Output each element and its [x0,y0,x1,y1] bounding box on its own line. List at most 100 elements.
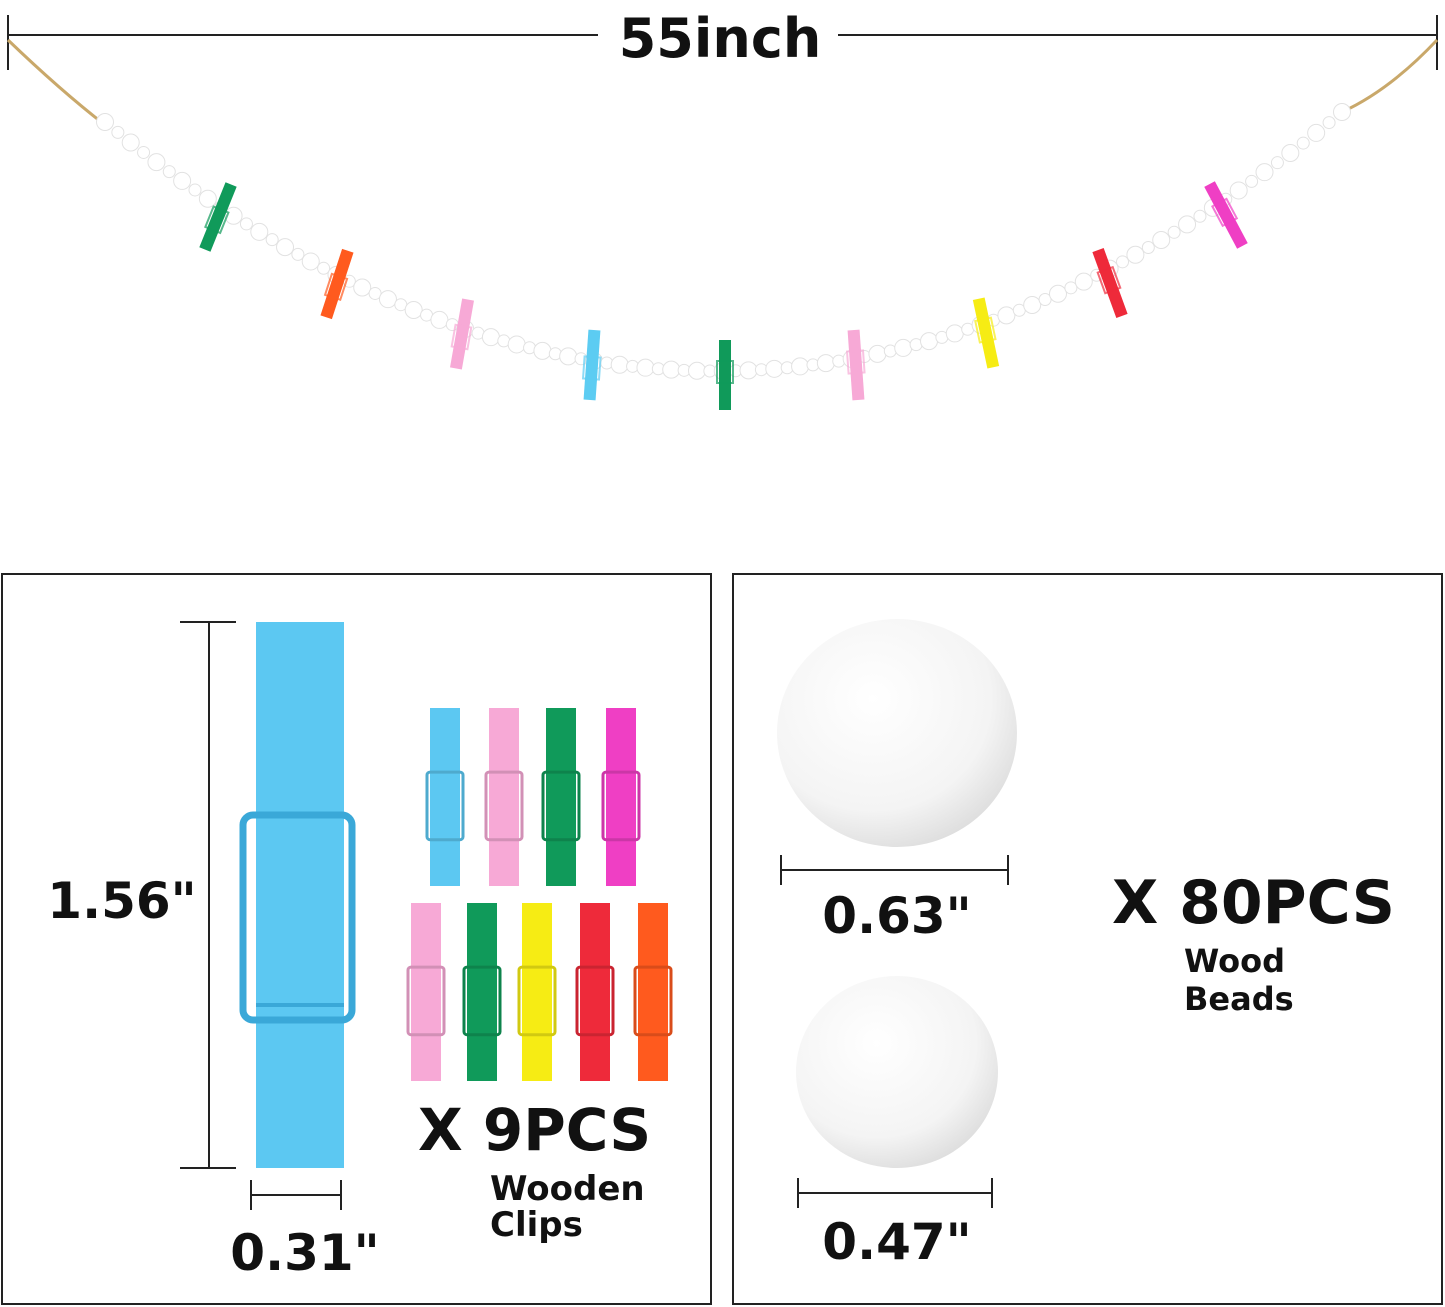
clip-spring [575,965,615,1037]
bead [945,324,964,343]
bead [162,165,176,179]
clip-body [1092,248,1128,318]
clip-body [320,248,354,320]
clip-spring [633,965,673,1037]
width-dimension: 0.31" [230,1180,380,1282]
clip-spring [581,355,602,381]
bead [317,261,331,275]
bead-count: X 80PCS [1112,868,1395,938]
clip-spring [541,770,581,842]
bead [239,217,253,231]
clip-body [638,903,668,1081]
clip-body [546,708,576,886]
bead [791,357,810,376]
clip-body [467,903,497,1081]
bead [173,171,192,190]
height-label: 1.56" [47,872,196,930]
bead [1167,225,1181,239]
bead [610,355,629,374]
clip-spring [1096,265,1122,295]
clip-spring [425,770,465,842]
length-label: 55inch [619,7,822,70]
length-dimension: 55inch [7,7,1438,70]
bead [301,252,320,271]
bead [224,206,243,225]
bead [1064,281,1078,295]
bead [1193,209,1207,223]
bead [121,133,140,152]
clip-body [719,340,731,410]
bead [404,301,423,319]
bead [507,335,526,354]
small-clip [406,903,446,1081]
bead-name-line1: Wood [1184,942,1285,980]
bead [997,306,1016,325]
large-bead [777,619,1017,847]
garland-clip [199,182,237,252]
bead [1116,255,1130,269]
clip-spring [450,323,473,351]
clip-body [411,903,441,1081]
bead [559,347,578,366]
bead [1152,231,1171,250]
clip-set [406,708,673,1081]
clip-body [199,182,237,252]
small-bead-dimension: 0.47" [797,1178,993,1271]
bead [1074,272,1093,291]
small-clip [541,708,581,886]
clip-spring [406,965,446,1037]
bead [1023,296,1042,314]
clip-body [522,903,552,1081]
bead [250,222,269,241]
bead [265,233,279,247]
garland-clip [581,329,602,401]
clip-spring [462,965,502,1037]
bead [739,361,758,380]
bead [868,344,887,363]
small-clip [425,708,465,886]
clip-spring [323,272,349,302]
bead [291,247,305,261]
beads-panel [732,573,1443,1305]
clip-count: X 9PCS [418,1096,651,1164]
bead [481,328,500,347]
small-clip [517,903,557,1081]
bead [430,310,449,329]
clip-body [580,903,610,1081]
bead [816,354,835,373]
clip-spring [1211,197,1239,228]
garland-clip [1204,181,1248,249]
clip-body [450,298,474,370]
large-bead-dimension: 0.63" [780,855,1009,945]
clip-name-line1: Wooden [490,1169,645,1209]
clip-spring [716,360,734,384]
bead [1048,284,1067,303]
bead [687,361,706,380]
clip-name-line2: Clips [490,1205,583,1245]
bead [894,338,913,357]
small-clip [575,903,615,1081]
bead [1333,103,1351,121]
clips-panel [1,573,712,1305]
small-bead [796,976,998,1168]
garland-clip [320,248,354,320]
bead [662,360,681,379]
large-clip [239,622,356,1168]
garland-clip [972,297,1000,369]
bead [1322,116,1336,130]
bead [765,359,784,378]
garland-clip [1092,248,1128,318]
clip-spring [974,316,997,344]
bead [1296,136,1310,150]
bead-garland [6,38,1439,410]
garland-clip [716,340,734,410]
bead [1178,215,1197,234]
bead [1255,163,1274,182]
bead [111,125,125,139]
clip-body [972,297,1000,369]
clip-spring [204,205,230,235]
bead [96,113,114,131]
height-dimension: 1.56" [47,621,236,1169]
clip-spring [601,770,641,842]
